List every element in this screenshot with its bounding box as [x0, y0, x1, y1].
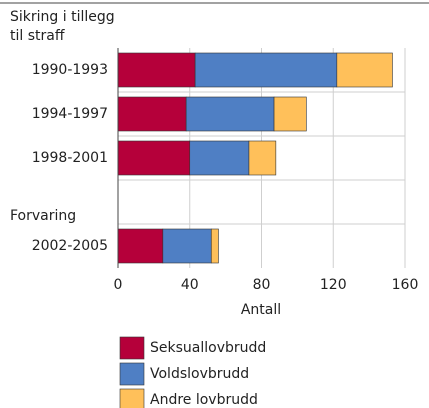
x-axis-label: Antall: [241, 302, 281, 318]
bar-segment: [210, 228, 219, 264]
y-tick-label: 1990-1993: [32, 62, 108, 78]
bar-segment: [117, 140, 191, 176]
legend-label: Andre lovbrudd: [150, 392, 258, 408]
y-tick-label: 2002-2005: [32, 238, 108, 254]
x-tick-label: 160: [392, 277, 419, 293]
bar-segment: [117, 52, 196, 88]
legend-swatch: [119, 388, 145, 408]
group-label: Sikring i tillegg: [10, 9, 115, 25]
legend-label: Seksuallovbrudd: [150, 340, 266, 356]
bar-segment: [117, 228, 164, 264]
y-tick-label: 1998-2001: [32, 150, 108, 166]
bar-segment: [189, 140, 250, 176]
bar-segment: [194, 52, 338, 88]
x-tick-label: 0: [114, 277, 123, 293]
y-tick-label: 1994-1997: [32, 106, 108, 122]
bar-segment: [336, 52, 393, 88]
x-tick-label: 80: [253, 277, 271, 293]
bar-segment: [117, 96, 187, 132]
bar-segment: [185, 96, 275, 132]
x-tick-label: 120: [320, 277, 347, 293]
bar-segment: [248, 140, 277, 176]
group-label: til straff: [10, 28, 65, 44]
legend-swatch: [119, 362, 145, 386]
x-tick-label: 40: [181, 277, 199, 293]
legend-label: Voldslovbrudd: [150, 366, 249, 382]
group-label: Forvaring: [10, 208, 76, 224]
bar-segment: [162, 228, 212, 264]
legend-swatch: [119, 336, 145, 360]
bar-segment: [273, 96, 307, 132]
